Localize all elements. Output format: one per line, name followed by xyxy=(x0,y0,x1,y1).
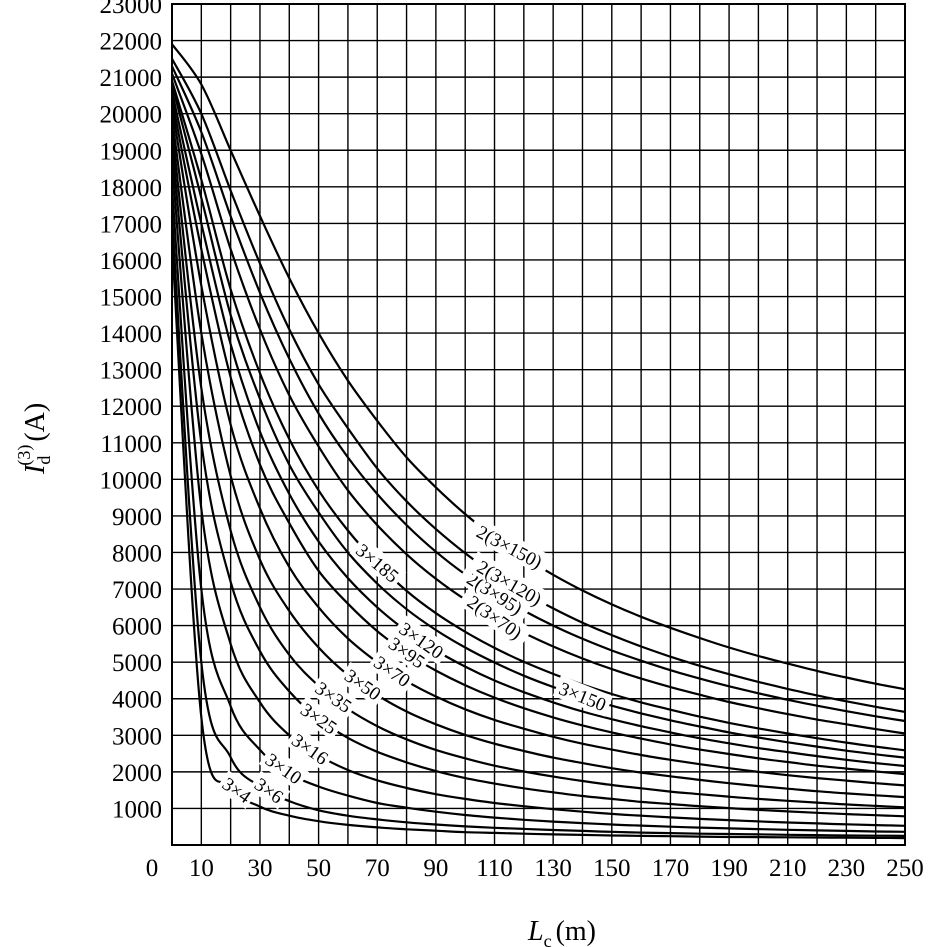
x-tick-label: 50 xyxy=(306,855,331,882)
series-label-background xyxy=(552,675,613,717)
x-tick-label: 110 xyxy=(476,855,513,882)
plot-frame xyxy=(171,3,906,846)
y-tick-label: 18000 xyxy=(100,175,163,202)
y-tick-label: 15000 xyxy=(100,285,163,312)
y-tick-label: 5000 xyxy=(112,650,162,677)
x-tick-label: 210 xyxy=(769,855,807,882)
y-tick-label: 16000 xyxy=(100,248,163,275)
x-tick-label: 70 xyxy=(365,855,390,882)
x-tick-label: 10 xyxy=(189,855,214,882)
series-label-background xyxy=(367,648,418,694)
y-tick-label: 19000 xyxy=(100,138,163,165)
series-line xyxy=(170,80,906,752)
series-label-background xyxy=(338,661,389,707)
y-tick-label: 1000 xyxy=(112,796,162,823)
series-label-background xyxy=(349,536,407,590)
series-line xyxy=(170,84,906,759)
series-label-background xyxy=(466,551,553,614)
x-tick-label: 190 xyxy=(710,855,748,882)
series-label-background xyxy=(216,770,259,810)
y-tick-label: 10000 xyxy=(100,467,163,494)
y-tick-label: 14000 xyxy=(100,321,163,348)
series-line xyxy=(170,117,906,799)
series-line xyxy=(170,65,906,723)
y-axis-label: Id(3)(A) xyxy=(14,403,54,475)
series-line xyxy=(170,91,906,768)
series-label-background xyxy=(294,695,345,741)
y-tick-label: 12000 xyxy=(100,394,163,421)
x-tick-label: 170 xyxy=(652,855,690,882)
x-tick-label: 150 xyxy=(593,855,631,882)
curve-group xyxy=(170,43,906,840)
series-label-background xyxy=(466,516,553,577)
series-line xyxy=(170,161,906,827)
series-label-background xyxy=(457,585,533,648)
series-label-background xyxy=(258,745,310,791)
y-tick-label: 20000 xyxy=(100,102,163,129)
y-tick-label: 21000 xyxy=(100,65,163,92)
series-line xyxy=(170,73,906,735)
y-tick-label: 6000 xyxy=(112,614,162,641)
y-tick-label: 17000 xyxy=(100,211,163,238)
series-line xyxy=(170,186,906,833)
tick-labels: 0 10 30 50 70 90 110 130 150 170 190 210 230 250 1000 2… xyxy=(100,0,924,882)
y-tick-label: 13000 xyxy=(100,358,163,385)
series-line xyxy=(170,142,906,818)
x-tick-label: 30 xyxy=(247,855,272,882)
series-label-background xyxy=(248,770,291,810)
y-tick-label: 8000 xyxy=(112,540,162,567)
x-tick-label: 90 xyxy=(423,855,448,882)
series-label-background xyxy=(285,726,336,771)
y-tick-label: 4000 xyxy=(112,687,162,714)
series-line xyxy=(170,98,906,776)
x-axis-label: Lc (m) xyxy=(527,916,596,947)
y-tick-label: 11000 xyxy=(100,431,162,458)
series-line xyxy=(170,216,906,837)
x-tick-label: 130 xyxy=(534,855,572,882)
series-label-background xyxy=(382,629,433,675)
series-line xyxy=(170,106,906,787)
y-tick-label: 2000 xyxy=(112,760,162,787)
x-tick-label: 250 xyxy=(886,855,924,882)
y-tick-label: 3000 xyxy=(112,723,162,750)
y-tick-label: 23000 xyxy=(100,0,163,19)
series-label-background xyxy=(308,674,360,719)
x-tick-label: 230 xyxy=(828,855,866,882)
series-line xyxy=(170,128,906,809)
series-line xyxy=(170,241,906,840)
x-tick-label: 0 xyxy=(146,855,159,882)
y-tick-label: 7000 xyxy=(112,577,162,604)
series-label-background xyxy=(392,614,452,666)
series-label-background xyxy=(457,563,533,623)
y-tick-label: 9000 xyxy=(112,504,162,531)
series-line xyxy=(171,58,906,713)
y-tick-label: 22000 xyxy=(100,29,163,56)
